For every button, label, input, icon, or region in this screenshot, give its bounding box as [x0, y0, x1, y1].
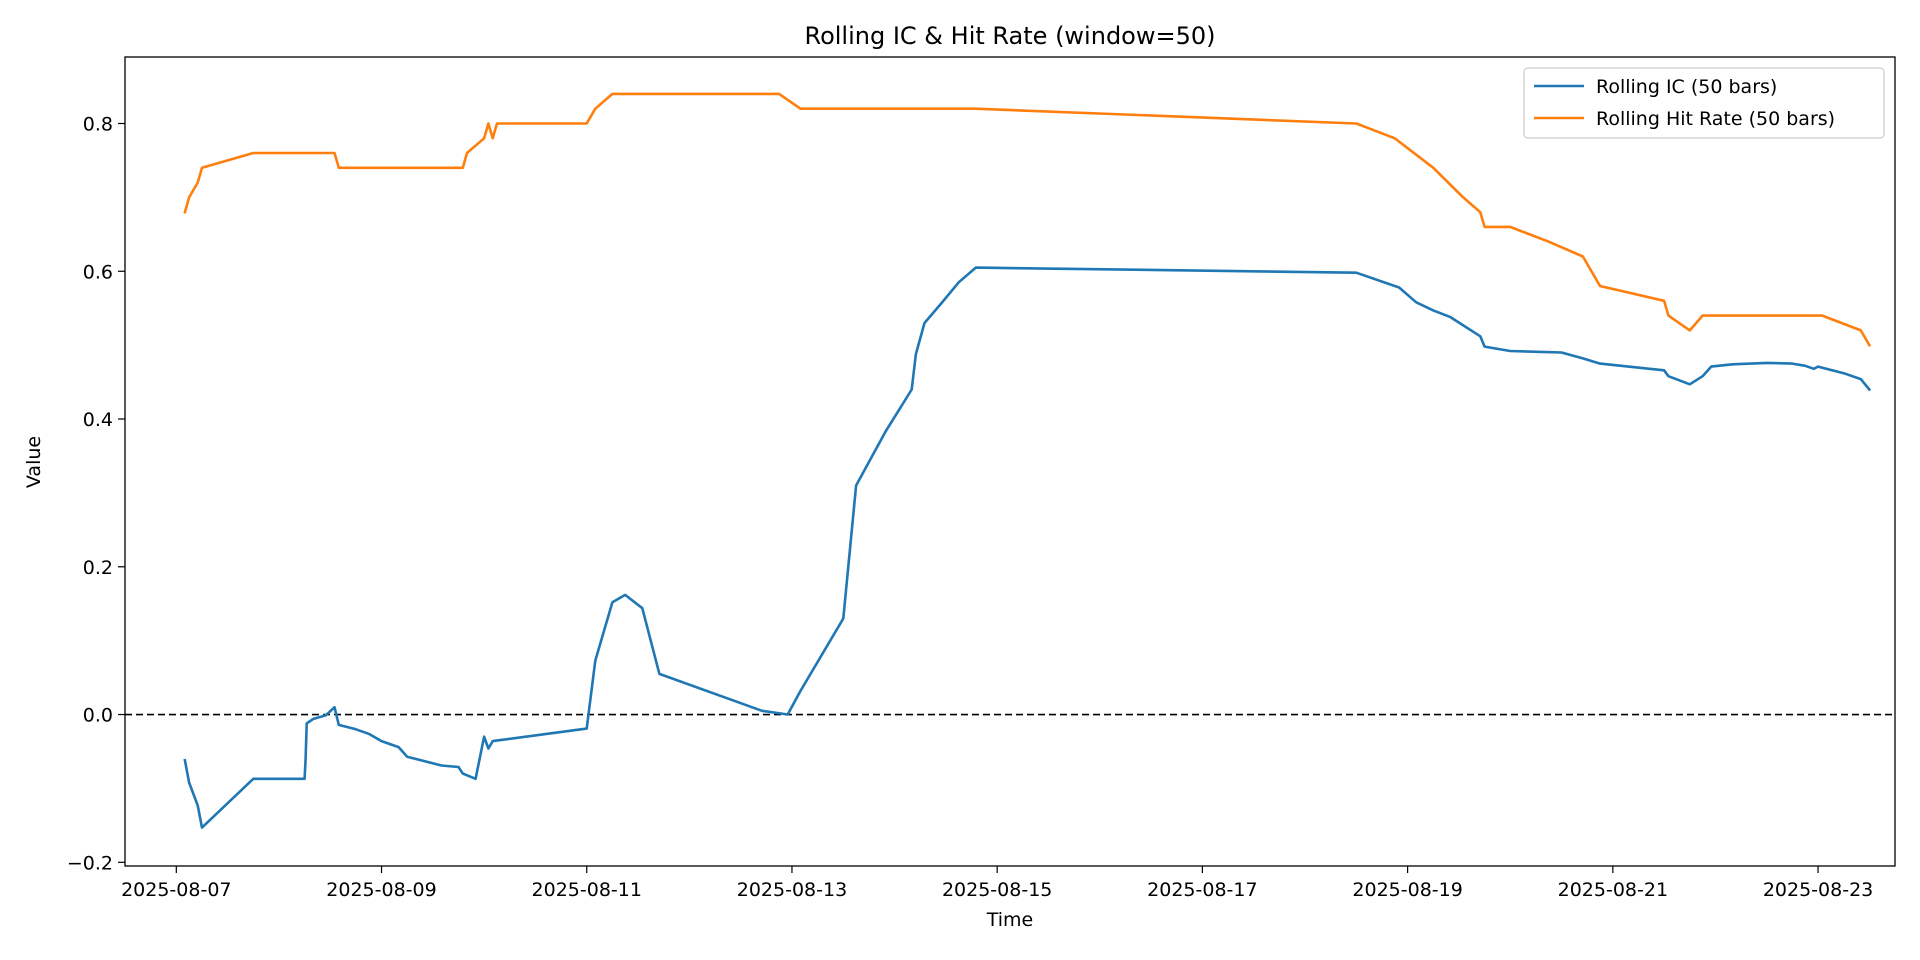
y-tick-label: 0.2	[83, 557, 113, 579]
y-tick-label: −0.2	[67, 852, 113, 874]
x-tick-label: 2025-08-07	[121, 879, 231, 901]
legend-box	[1523, 67, 1885, 139]
chart-title: Rolling IC & Hit Rate (window=50)	[804, 22, 1215, 50]
y-axis-title: Value	[23, 436, 45, 488]
y-tick-label: 0.0	[83, 705, 113, 727]
y-tick-label: 0.6	[83, 261, 113, 283]
x-tick-label: 2025-08-15	[942, 879, 1052, 901]
x-tick-label: 2025-08-09	[326, 879, 436, 901]
legend-label-rolling-hit-rate: Rolling Hit Rate (50 bars)	[1596, 108, 1835, 130]
x-axis-title: Time	[986, 909, 1034, 931]
x-tick-label: 2025-08-23	[1763, 879, 1873, 901]
x-tick-label: 2025-08-11	[532, 879, 642, 901]
x-axis-ticks: 2025-08-07 2025-08-09 2025-08-11 2025-08-13…	[121, 866, 1873, 901]
plot-area-frame	[124, 56, 1896, 867]
series-line-rolling-hit-rate	[183, 92, 1872, 347]
series-layer	[183, 92, 1872, 829]
y-tick-label: 0.8	[83, 113, 113, 135]
series-line-rolling-ic	[183, 266, 1872, 829]
y-tick-label: 0.4	[83, 409, 113, 431]
x-tick-label: 2025-08-19	[1352, 879, 1462, 901]
x-tick-label: 2025-08-17	[1147, 879, 1257, 901]
y-axis-ticks: −0.2 0.0 0.2 0.4 0.6 0.8	[67, 113, 125, 874]
x-tick-label: 2025-08-21	[1558, 879, 1668, 901]
x-tick-label: 2025-08-13	[737, 879, 847, 901]
legend: Rolling IC (50 bars) Rolling Hit Rate (5…	[1523, 67, 1885, 139]
legend-label-rolling-ic: Rolling IC (50 bars)	[1596, 76, 1777, 98]
